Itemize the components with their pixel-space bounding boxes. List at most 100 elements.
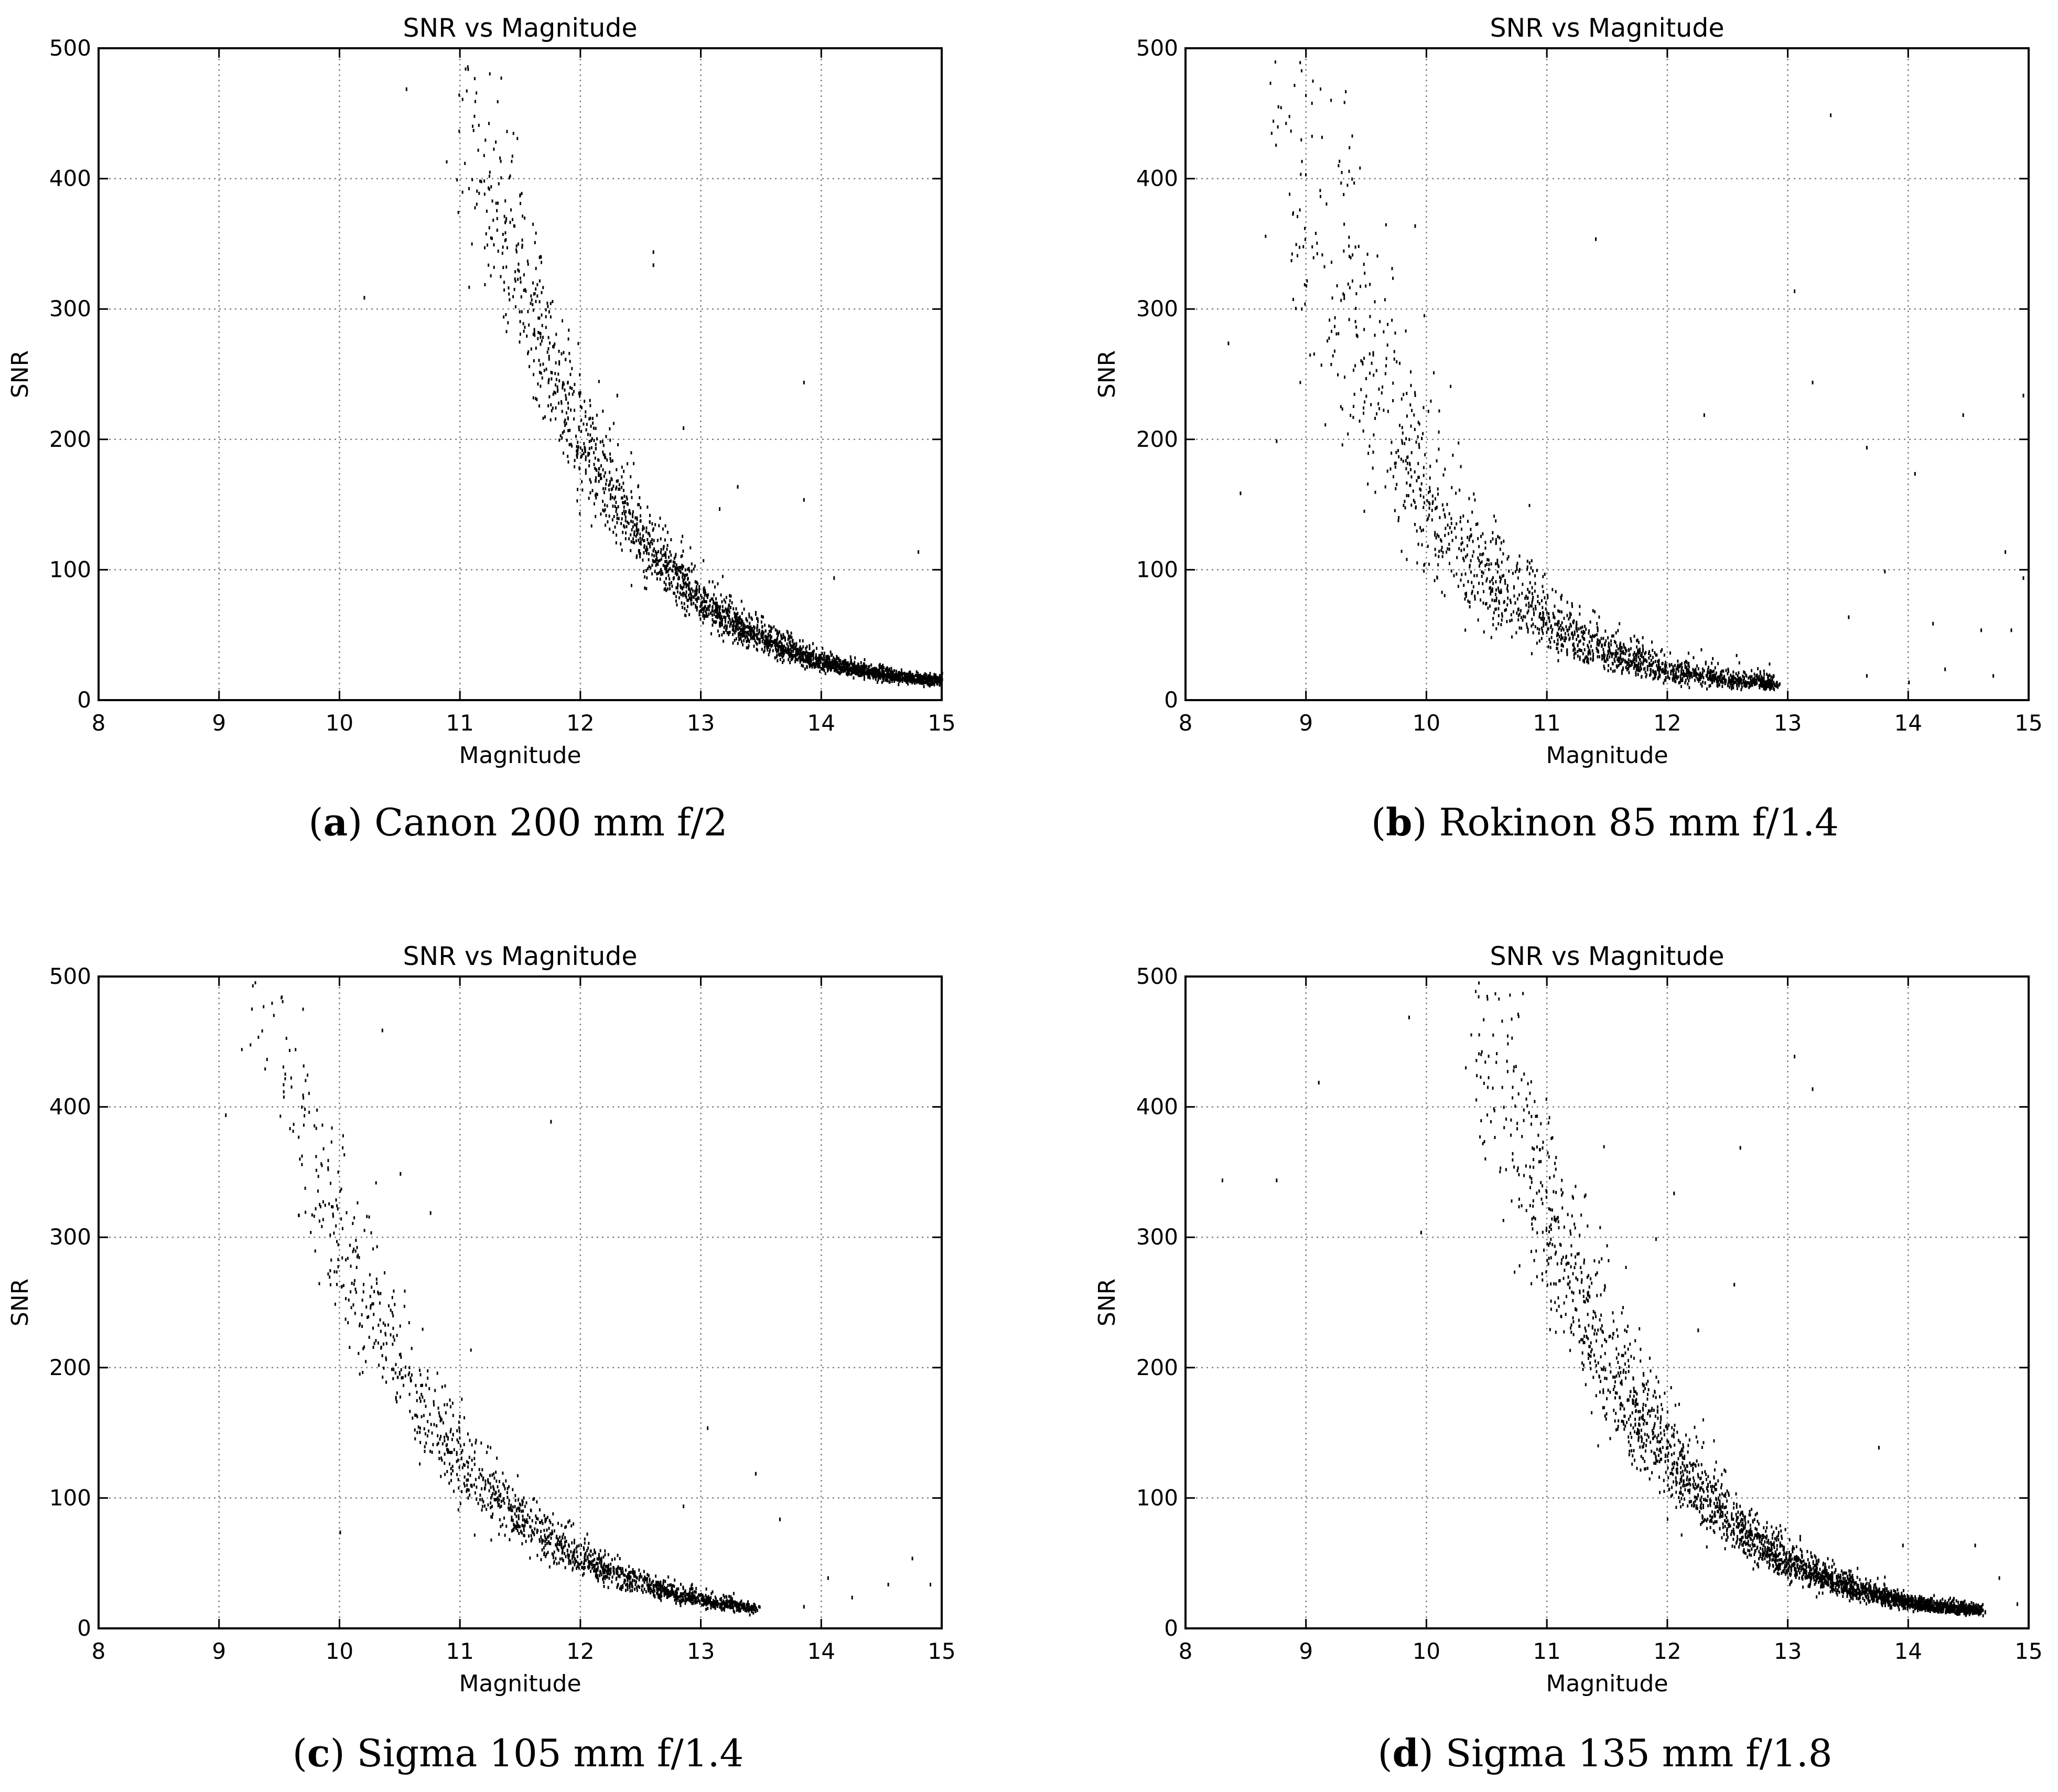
scatter-point — [849, 655, 852, 659]
scatter-point — [1420, 488, 1422, 492]
scatter-point — [761, 636, 762, 639]
scatter-point — [751, 627, 753, 630]
scatter-point — [1709, 675, 1711, 679]
scatter-point — [1569, 611, 1571, 615]
scatter-point — [820, 660, 822, 663]
scatter-point — [577, 441, 579, 444]
scatter-point — [1582, 630, 1585, 634]
scatter-point — [787, 638, 789, 641]
scatter-point — [1397, 519, 1399, 522]
scatter-point — [715, 620, 717, 624]
scatter-point — [1460, 578, 1462, 582]
scatter-point — [1687, 675, 1689, 679]
scatter-point — [1636, 645, 1638, 649]
scatter-point — [842, 661, 844, 664]
scatter-point — [739, 626, 741, 630]
scatter-point — [1642, 649, 1644, 653]
scatter-point — [603, 509, 605, 513]
scatter-point — [712, 580, 714, 584]
scatter-point — [896, 673, 898, 677]
scatter-point — [939, 682, 941, 685]
scatter-point — [578, 392, 580, 395]
scatter-point — [675, 563, 677, 567]
scatter-point — [1440, 538, 1441, 542]
scatter-point — [688, 1596, 691, 1600]
scatter-point — [1760, 675, 1762, 679]
scatter-point — [738, 638, 740, 641]
scatter-point — [1545, 601, 1547, 605]
scatter-point — [612, 505, 614, 508]
scatter-point — [424, 1450, 426, 1453]
scatter-point — [1474, 498, 1476, 502]
scatter-point — [624, 519, 627, 522]
scatter-point — [503, 315, 505, 319]
scatter-point — [1628, 671, 1630, 674]
scatter-point — [715, 597, 717, 600]
scatter-point — [1466, 544, 1468, 548]
scatter-point — [1534, 589, 1536, 593]
scatter-point — [470, 1484, 472, 1487]
scatter-point — [498, 1498, 500, 1502]
scatter-point — [593, 463, 595, 466]
scatter-point — [677, 1587, 680, 1591]
scatter-point — [1300, 138, 1302, 142]
scatter-point — [532, 308, 534, 312]
scatter-point — [488, 122, 490, 125]
scatter-point — [655, 564, 657, 567]
scatter-point — [717, 613, 719, 616]
scatter-point — [534, 1527, 536, 1531]
scatter-point — [761, 640, 763, 643]
scatter-point — [1428, 506, 1430, 510]
scatter-point — [1306, 279, 1308, 283]
scatter-point — [1330, 99, 1332, 102]
scatter-point — [674, 561, 676, 564]
scatter-point — [1602, 637, 1604, 640]
scatter-point — [1474, 597, 1476, 601]
scatter-point — [1439, 516, 1441, 519]
scatter-point — [1493, 514, 1495, 518]
scatter-point — [587, 454, 589, 457]
scatter-point — [897, 678, 899, 682]
scatter-point — [1359, 166, 1361, 170]
scatter-point — [802, 664, 804, 668]
scatter-point — [807, 659, 809, 662]
scatter-point — [457, 211, 459, 214]
scatter-point — [1635, 667, 1637, 671]
scatter-point — [1509, 598, 1511, 602]
scatter-point — [661, 570, 663, 573]
scatter-point — [667, 570, 669, 573]
scatter-point — [622, 1584, 623, 1587]
scatter-point — [503, 1484, 505, 1488]
scatter-point — [770, 629, 772, 632]
scatter-point — [1745, 673, 1747, 677]
scatter-point — [1501, 614, 1503, 618]
scatter-point — [675, 595, 677, 598]
scatter-point — [1526, 623, 1527, 626]
scatter-point — [1623, 651, 1624, 655]
scatter-point — [1653, 661, 1654, 664]
scatter-point — [631, 496, 633, 499]
scatter-point — [445, 1432, 447, 1436]
scatter-point — [1500, 577, 1502, 581]
scatter-point — [584, 447, 586, 450]
scatter-point — [936, 680, 938, 683]
scatter-point — [774, 639, 777, 642]
scatter-point — [1366, 252, 1369, 256]
scatter-point — [1756, 676, 1758, 680]
scatter-point — [646, 551, 648, 555]
scatter-point — [724, 615, 726, 619]
scatter-point — [801, 651, 803, 655]
scatter-point — [633, 530, 635, 534]
scatter-point — [1623, 642, 1625, 646]
scatter-point — [1485, 602, 1488, 605]
scatter-point — [511, 159, 513, 163]
scatter-point — [315, 1168, 317, 1172]
chart-a-ytick-label: 0 — [77, 687, 91, 713]
scatter-point — [1465, 595, 1467, 598]
scatter-point — [763, 650, 765, 654]
scatter-point — [630, 451, 632, 455]
scatter-point — [1650, 668, 1652, 671]
scatter-point — [424, 1445, 426, 1448]
scatter-point — [1353, 405, 1354, 408]
scatter-point — [492, 1485, 494, 1488]
